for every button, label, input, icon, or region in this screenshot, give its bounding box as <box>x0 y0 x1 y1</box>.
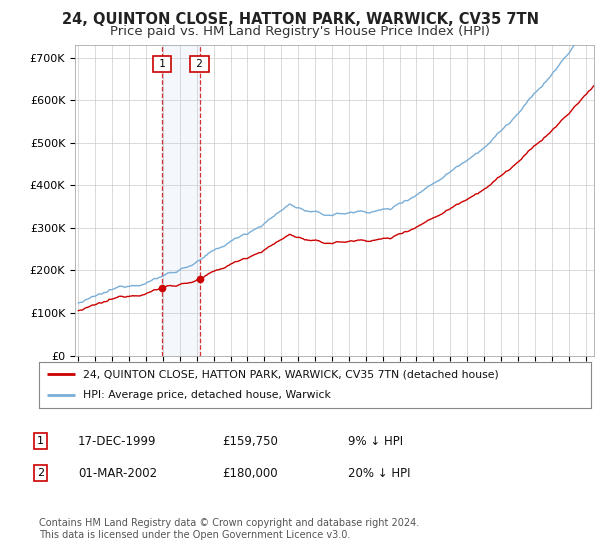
Text: 20% ↓ HPI: 20% ↓ HPI <box>348 466 410 480</box>
Text: 24, QUINTON CLOSE, HATTON PARK, WARWICK, CV35 7TN (detached house): 24, QUINTON CLOSE, HATTON PARK, WARWICK,… <box>83 369 499 379</box>
Text: 24, QUINTON CLOSE, HATTON PARK, WARWICK, CV35 7TN: 24, QUINTON CLOSE, HATTON PARK, WARWICK,… <box>62 12 539 27</box>
Text: £180,000: £180,000 <box>222 466 278 480</box>
Text: £159,750: £159,750 <box>222 435 278 448</box>
Text: 1: 1 <box>37 436 44 446</box>
Text: 2: 2 <box>37 468 44 478</box>
Text: 01-MAR-2002: 01-MAR-2002 <box>78 466 157 480</box>
Text: 2: 2 <box>193 59 206 69</box>
Text: 1: 1 <box>155 59 169 69</box>
Text: HPI: Average price, detached house, Warwick: HPI: Average price, detached house, Warw… <box>83 390 331 400</box>
Text: Price paid vs. HM Land Registry's House Price Index (HPI): Price paid vs. HM Land Registry's House … <box>110 25 490 38</box>
Bar <box>162 45 200 356</box>
Text: 9% ↓ HPI: 9% ↓ HPI <box>348 435 403 448</box>
Text: Contains HM Land Registry data © Crown copyright and database right 2024.
This d: Contains HM Land Registry data © Crown c… <box>39 518 419 540</box>
Text: 17-DEC-1999: 17-DEC-1999 <box>78 435 157 448</box>
